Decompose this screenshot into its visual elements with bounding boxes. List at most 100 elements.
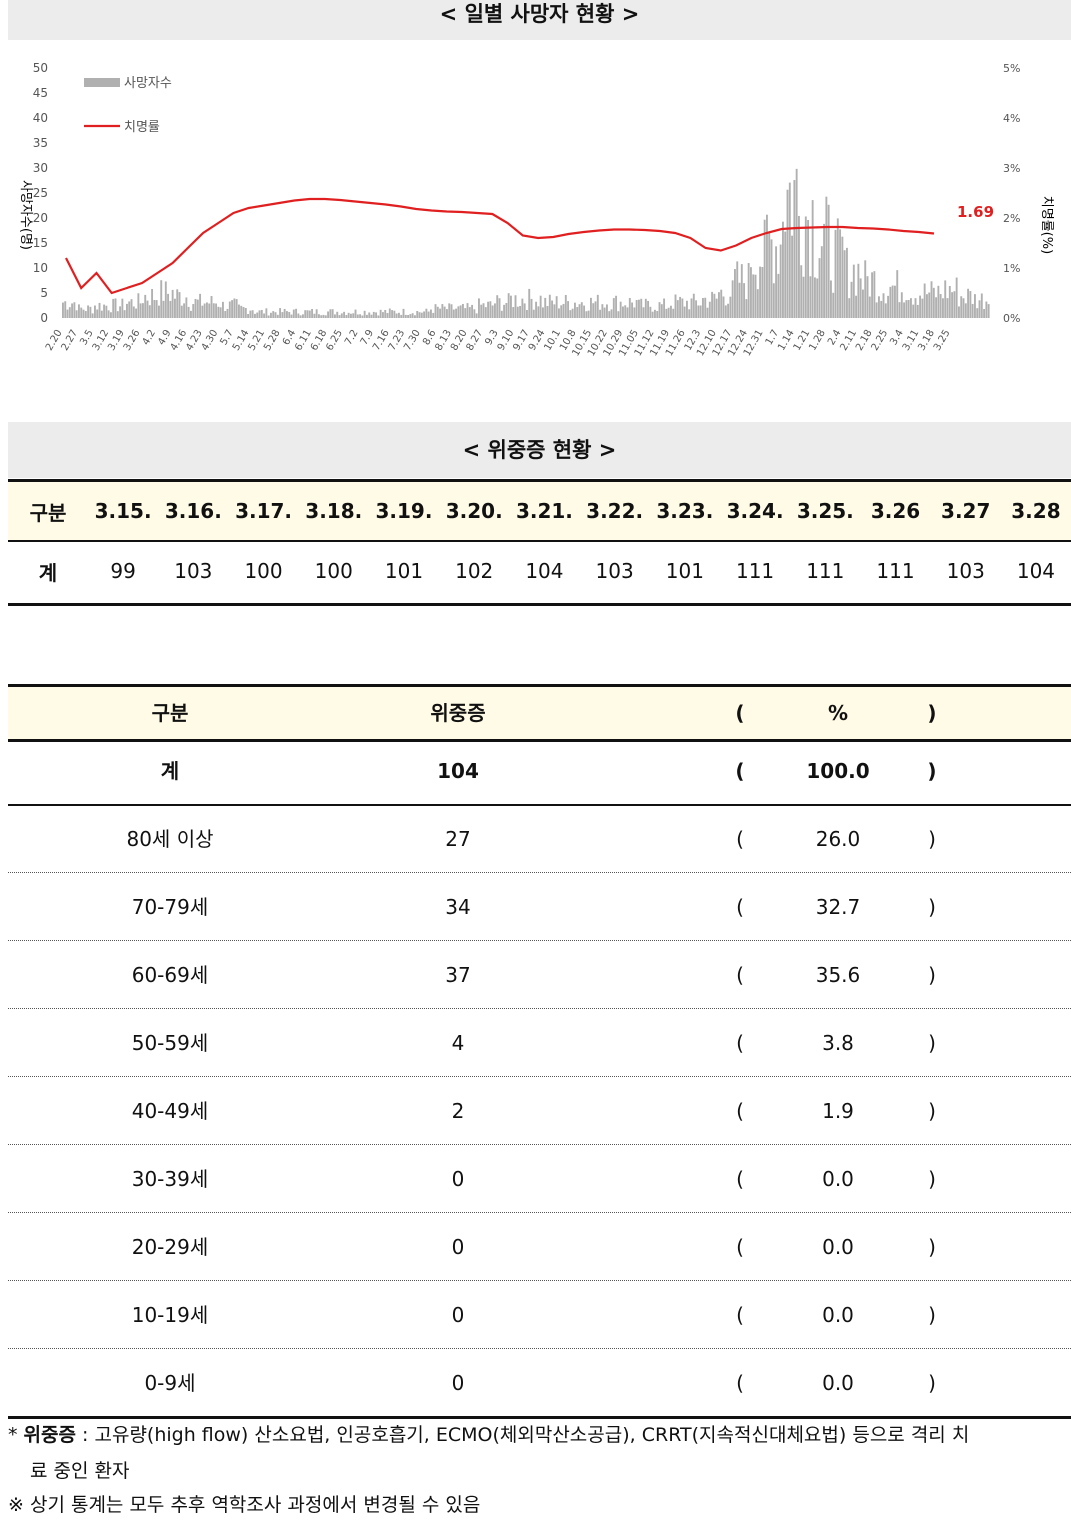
death-bar bbox=[393, 310, 396, 318]
death-bar bbox=[425, 308, 428, 318]
death-bar bbox=[910, 298, 912, 318]
fatality-line bbox=[65, 197, 935, 295]
death-bar bbox=[299, 315, 302, 318]
death-bar bbox=[110, 312, 112, 318]
death-bar bbox=[480, 304, 483, 318]
death-bar bbox=[880, 300, 883, 318]
age-row: 40-49세 2 (1.9) bbox=[8, 1078, 1071, 1145]
death-bar bbox=[713, 293, 716, 318]
note-star: * bbox=[8, 1424, 18, 1446]
death-bar bbox=[676, 300, 679, 318]
death-bar bbox=[580, 302, 583, 318]
death-bar bbox=[123, 310, 126, 318]
right-tick: 3% bbox=[1003, 162, 1020, 175]
death-bar bbox=[894, 285, 896, 318]
death-bar bbox=[288, 311, 291, 318]
death-bar bbox=[160, 280, 163, 318]
death-bar bbox=[103, 304, 106, 318]
daily-value-4: 101 bbox=[384, 559, 424, 583]
death-bar bbox=[146, 300, 149, 318]
death-bar bbox=[368, 312, 371, 318]
death-bar bbox=[105, 305, 108, 318]
age-lp: ( bbox=[736, 1031, 744, 1055]
death-bar bbox=[112, 298, 115, 318]
age-rp: ) bbox=[928, 1099, 936, 1123]
death-bar bbox=[352, 313, 355, 318]
death-bar bbox=[932, 287, 935, 318]
death-bar bbox=[224, 311, 227, 318]
death-bar bbox=[71, 303, 74, 318]
death-bar bbox=[464, 308, 467, 318]
death-bar bbox=[976, 308, 979, 318]
death-bar bbox=[142, 303, 144, 318]
death-bar bbox=[665, 308, 668, 318]
age-pct: 32.7 bbox=[815, 895, 861, 919]
death-bar bbox=[459, 305, 462, 318]
death-bar bbox=[537, 306, 540, 318]
death-bar bbox=[169, 300, 172, 318]
death-bar bbox=[196, 299, 199, 318]
death-bar bbox=[212, 303, 215, 318]
death-bar bbox=[151, 288, 154, 318]
death-bar bbox=[231, 300, 234, 318]
death-bar bbox=[802, 276, 805, 318]
age-lp: ( bbox=[736, 1303, 744, 1327]
death-bar bbox=[473, 309, 476, 318]
death-bar bbox=[571, 308, 574, 318]
death-bar bbox=[576, 307, 579, 318]
death-bar bbox=[372, 311, 375, 318]
death-bar bbox=[322, 314, 325, 318]
death-bar bbox=[494, 303, 496, 318]
left-tick: 30 bbox=[33, 161, 48, 175]
death-bar bbox=[942, 298, 944, 318]
death-bar bbox=[238, 304, 240, 318]
age-row: 20-29세 0 (0.0) bbox=[8, 1214, 1071, 1281]
death-bar bbox=[116, 311, 119, 318]
death-bar bbox=[263, 313, 266, 318]
death-bar bbox=[398, 312, 400, 318]
death-bar bbox=[928, 292, 931, 318]
death-bar bbox=[482, 303, 485, 318]
death-bar bbox=[873, 271, 876, 318]
death-bar bbox=[777, 273, 780, 318]
death-bar bbox=[500, 310, 503, 318]
note-definition-cont: 료 중인 환자 bbox=[30, 1460, 130, 1482]
death-bar bbox=[382, 312, 384, 318]
death-bar bbox=[791, 235, 794, 318]
death-bar bbox=[78, 304, 80, 318]
death-bar bbox=[839, 229, 842, 318]
death-bar bbox=[596, 294, 599, 318]
left-tick: 15 bbox=[33, 236, 48, 250]
daily-value-5: 102 bbox=[455, 559, 494, 583]
death-bar bbox=[558, 308, 560, 318]
age-lp: ( bbox=[736, 1099, 744, 1123]
death-bar bbox=[84, 311, 87, 318]
death-bar bbox=[800, 265, 803, 318]
death-bar bbox=[903, 302, 906, 318]
legend-bar-swatch bbox=[84, 78, 120, 87]
death-bar bbox=[912, 304, 915, 318]
daily-header-label: 구분 bbox=[29, 500, 67, 525]
death-bar bbox=[610, 309, 613, 318]
death-bar bbox=[809, 276, 812, 318]
death-bar bbox=[457, 306, 460, 318]
death-bar bbox=[260, 309, 263, 318]
death-bar bbox=[782, 221, 784, 318]
death-bar bbox=[336, 311, 339, 318]
death-bar bbox=[987, 304, 990, 318]
death-bar bbox=[187, 306, 190, 318]
death-bar bbox=[761, 266, 764, 318]
x-axis-ticks: 2.202.273.53.123.193.264.24.94.164.234.3… bbox=[44, 328, 953, 358]
death-bar bbox=[958, 306, 960, 318]
death-bar bbox=[640, 298, 643, 318]
age-count: 34 bbox=[445, 895, 471, 919]
death-bar bbox=[859, 278, 862, 318]
death-bar bbox=[73, 302, 76, 318]
death-bar bbox=[697, 305, 700, 318]
death-bar bbox=[258, 310, 261, 318]
daily-value-10: 111 bbox=[806, 559, 845, 583]
death-bar bbox=[587, 310, 590, 318]
death-bar bbox=[208, 303, 211, 318]
death-bar bbox=[432, 312, 435, 318]
age-group: 30-39세 bbox=[131, 1167, 209, 1191]
